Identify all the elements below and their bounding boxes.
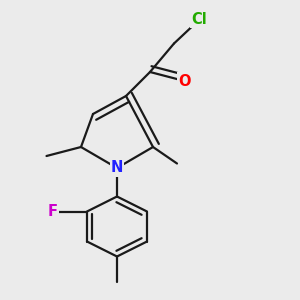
Text: O: O	[178, 74, 191, 88]
Text: N: N	[111, 160, 123, 175]
Text: F: F	[47, 204, 58, 219]
Text: Cl: Cl	[192, 12, 207, 27]
